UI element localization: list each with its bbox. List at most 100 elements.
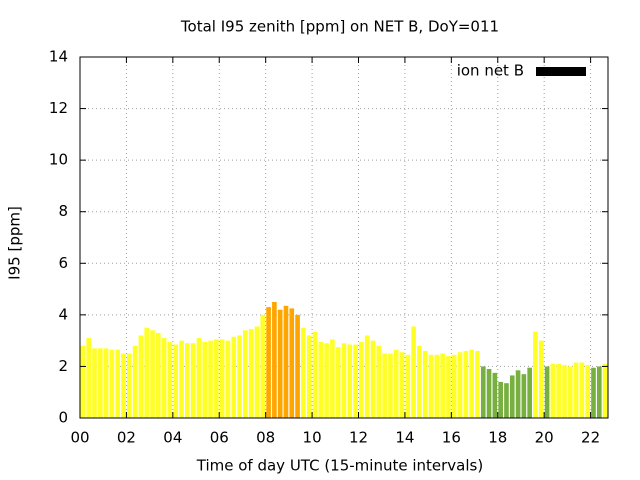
bar — [109, 349, 115, 418]
bar — [208, 340, 213, 418]
bar — [103, 348, 109, 418]
bar — [196, 338, 202, 418]
bar — [440, 353, 445, 418]
bar — [457, 352, 463, 418]
bar — [92, 348, 97, 418]
plot-border — [79, 56, 609, 419]
bar — [585, 365, 591, 418]
bar — [533, 331, 538, 418]
x-tick-label: 12 — [349, 429, 368, 447]
bar — [121, 353, 126, 418]
bar — [579, 362, 585, 418]
bar — [475, 350, 480, 418]
bar — [266, 307, 271, 418]
bar — [382, 353, 387, 418]
bar — [399, 352, 405, 418]
bar — [248, 329, 254, 418]
bar — [330, 339, 335, 418]
bar — [173, 344, 179, 418]
bar — [469, 349, 474, 418]
bar — [231, 336, 237, 418]
bar — [225, 340, 231, 418]
bar — [306, 335, 312, 418]
bar — [434, 354, 440, 418]
bar — [376, 345, 382, 418]
bar — [156, 332, 161, 418]
bar — [417, 345, 422, 418]
bar — [283, 305, 289, 418]
bar — [480, 366, 486, 418]
bar — [161, 338, 167, 418]
bar — [318, 341, 324, 418]
bar — [573, 362, 579, 418]
y-tick-label: 8 — [58, 202, 68, 220]
y-tick-label: 12 — [49, 99, 68, 117]
bar — [556, 363, 562, 418]
bar — [179, 340, 184, 418]
x-tick-label: 06 — [210, 429, 229, 447]
y-tick-label: 10 — [49, 151, 68, 169]
bar — [347, 344, 353, 418]
bar — [359, 341, 364, 418]
x-tick-label: 14 — [395, 429, 414, 447]
bar — [463, 350, 469, 418]
bar — [538, 340, 544, 418]
bar — [150, 330, 155, 418]
legend-label: ion net B — [457, 62, 524, 80]
bar — [202, 341, 208, 418]
bar — [335, 347, 341, 418]
bar — [144, 327, 150, 418]
x-tick-label: 02 — [117, 429, 136, 447]
bar — [254, 326, 260, 418]
bar — [353, 344, 358, 418]
bar — [289, 308, 295, 418]
bar — [301, 327, 306, 418]
bar — [214, 339, 219, 418]
bar — [504, 383, 509, 418]
y-tick-label: 4 — [58, 305, 68, 323]
bar — [486, 369, 492, 418]
bar — [277, 309, 283, 418]
bar — [562, 365, 567, 418]
bar — [312, 331, 318, 418]
bar — [364, 335, 370, 418]
x-axis-label: Time of day UTC (15-minute intervals) — [196, 457, 483, 475]
bar — [405, 354, 411, 418]
bar — [422, 350, 428, 418]
bar — [190, 343, 196, 418]
bar — [324, 343, 329, 418]
x-tick-label: 18 — [488, 429, 507, 447]
y-tick-label: 2 — [58, 357, 68, 375]
bar — [341, 343, 347, 418]
bar — [602, 363, 608, 418]
bar — [86, 338, 92, 418]
bar — [428, 354, 434, 418]
bar — [132, 345, 138, 418]
bar — [138, 335, 144, 418]
bar — [126, 353, 132, 418]
x-tick-label: 20 — [535, 429, 554, 447]
bar — [567, 366, 573, 418]
bar — [388, 353, 393, 418]
legend-key — [536, 67, 586, 76]
bar — [115, 349, 121, 418]
bar — [370, 340, 376, 418]
bar — [596, 366, 602, 418]
x-tick-label: 00 — [70, 429, 89, 447]
bars — [80, 301, 608, 418]
x-tick-label: 04 — [163, 429, 182, 447]
bar — [167, 341, 173, 418]
chart-title: Total I95 zenith [ppm] on NET B, DoY=011 — [180, 18, 499, 36]
bar — [185, 343, 190, 418]
x-tick-label: 08 — [256, 429, 275, 447]
bar — [591, 367, 596, 418]
bar — [515, 370, 521, 418]
bar — [446, 356, 451, 418]
bar — [498, 381, 503, 418]
bar — [243, 330, 248, 418]
bar — [451, 354, 457, 418]
bar — [550, 363, 556, 418]
x-tick-label: 16 — [442, 429, 461, 447]
